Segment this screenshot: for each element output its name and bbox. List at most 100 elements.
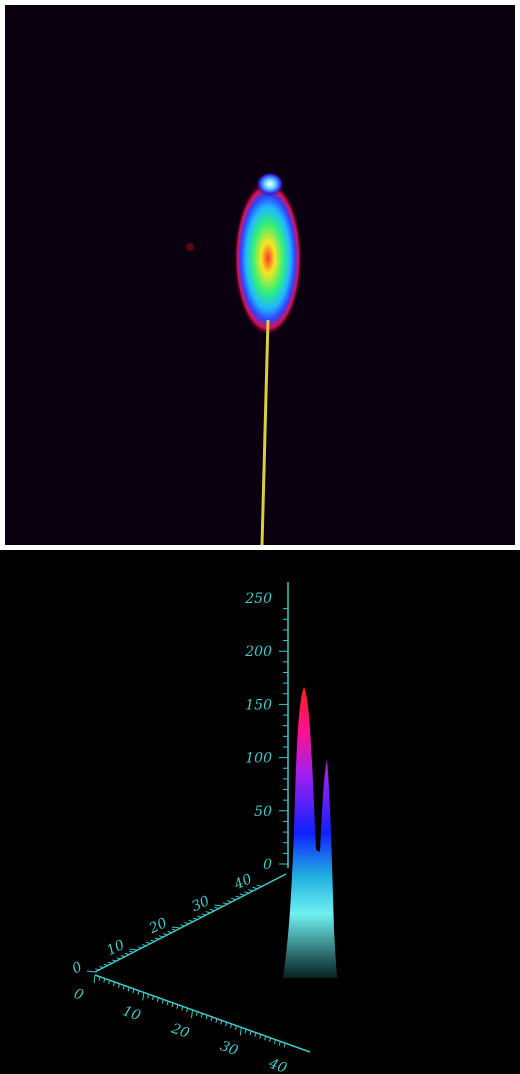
x-tick-label: 20 — [168, 1020, 191, 1042]
depth-axis — [94, 873, 287, 973]
x-tick — [191, 1009, 193, 1019]
x-tick — [254, 1032, 257, 1037]
x-tick — [230, 1023, 232, 1029]
depth-tick — [214, 906, 219, 909]
x-tick — [244, 1029, 247, 1034]
depth-tick-label: 20 — [146, 915, 170, 937]
depth-tick — [180, 924, 185, 927]
x-tick — [122, 985, 125, 990]
depth-tick — [235, 895, 240, 898]
depth-tick — [129, 950, 134, 953]
z-tick-label: 250 — [244, 591, 272, 607]
x-tick — [161, 999, 164, 1004]
spot — [186, 243, 194, 251]
surface — [283, 687, 338, 978]
depth-tick — [201, 913, 206, 916]
x-tick — [278, 1041, 281, 1046]
x-tick — [132, 988, 135, 994]
depth-tick — [256, 884, 261, 887]
depth-tick — [171, 926, 181, 929]
depth-tick — [167, 930, 172, 933]
depth-tick — [214, 904, 223, 907]
x-tick — [181, 1006, 184, 1011]
x-tick — [239, 1027, 242, 1036]
depth-tick-label: 10 — [104, 937, 127, 959]
x-tick — [142, 992, 145, 1001]
depth-tick — [99, 966, 104, 969]
depth-tick — [141, 944, 147, 947]
x-tick — [210, 1016, 213, 1022]
x-tick — [225, 1022, 228, 1027]
trace-line — [260, 319, 270, 546]
depth-tick — [239, 893, 244, 896]
x-tick — [147, 994, 150, 999]
depth-tick — [107, 961, 113, 964]
depth-tick — [112, 959, 117, 962]
x-tick-label: 30 — [218, 1038, 240, 1059]
depth-tick — [192, 917, 198, 920]
depth-tick — [163, 933, 168, 936]
x-tick-label: 10 — [120, 1003, 142, 1024]
depth-tick — [150, 939, 155, 942]
depth-tick — [120, 955, 125, 958]
x-tick — [283, 1043, 286, 1048]
depth-tick — [188, 919, 193, 922]
depth-tick — [86, 970, 96, 973]
depth-tick — [209, 908, 215, 911]
depth-tick — [171, 928, 176, 931]
x-tick — [137, 990, 140, 995]
x-tick — [220, 1020, 223, 1025]
depth-tick — [248, 889, 253, 892]
x-tick — [127, 987, 130, 992]
depth-tick — [124, 952, 130, 955]
x-tick — [98, 976, 101, 981]
x-tick — [93, 974, 96, 984]
depth-tick-label: 40 — [231, 871, 255, 893]
x-tick — [205, 1015, 208, 1020]
x-tick — [113, 981, 115, 987]
z-tick-label: 100 — [245, 751, 272, 767]
x-axis — [94, 974, 311, 1053]
depth-tick — [158, 935, 164, 938]
depth-tick — [197, 915, 202, 918]
x-tick — [269, 1037, 271, 1043]
depth-tick — [222, 902, 227, 905]
x-tick — [186, 1008, 189, 1013]
beam-cap — [256, 172, 284, 196]
x-tick — [200, 1013, 203, 1018]
x-tick — [156, 997, 159, 1002]
surface-panel — [0, 550, 520, 1074]
x-tick — [215, 1018, 218, 1023]
z-tick-label: 50 — [254, 804, 272, 820]
x-tick-label: 40 — [266, 1055, 289, 1074]
z-tick-label: 0 — [263, 857, 272, 873]
x-tick — [176, 1004, 179, 1009]
x-tick — [249, 1030, 252, 1036]
x-tick — [234, 1025, 237, 1030]
depth-tick — [252, 886, 257, 889]
z-tick-label: 200 — [244, 644, 272, 660]
depth-tick — [95, 968, 100, 971]
depth-tick — [205, 911, 210, 914]
depth-tick — [243, 891, 249, 894]
x-tick — [152, 995, 154, 1001]
depth-tick — [231, 897, 236, 900]
x-tick — [264, 1036, 267, 1041]
x-tick — [103, 978, 106, 983]
depth-tick — [103, 963, 108, 966]
x-tick — [166, 1001, 169, 1006]
z-tick-label: 150 — [245, 697, 272, 713]
depth-tick-label: 30 — [189, 893, 212, 915]
x-tick — [259, 1034, 262, 1039]
x-tick — [117, 983, 120, 988]
beam-spot — [234, 180, 302, 336]
depth-tick — [154, 937, 159, 940]
depth-tick — [146, 941, 151, 944]
depth-tick — [129, 948, 138, 951]
x-tick — [171, 1002, 174, 1008]
x-tick — [108, 980, 111, 985]
depth-tick — [137, 946, 142, 949]
depth-tick — [184, 922, 189, 925]
x-tick — [195, 1011, 198, 1016]
